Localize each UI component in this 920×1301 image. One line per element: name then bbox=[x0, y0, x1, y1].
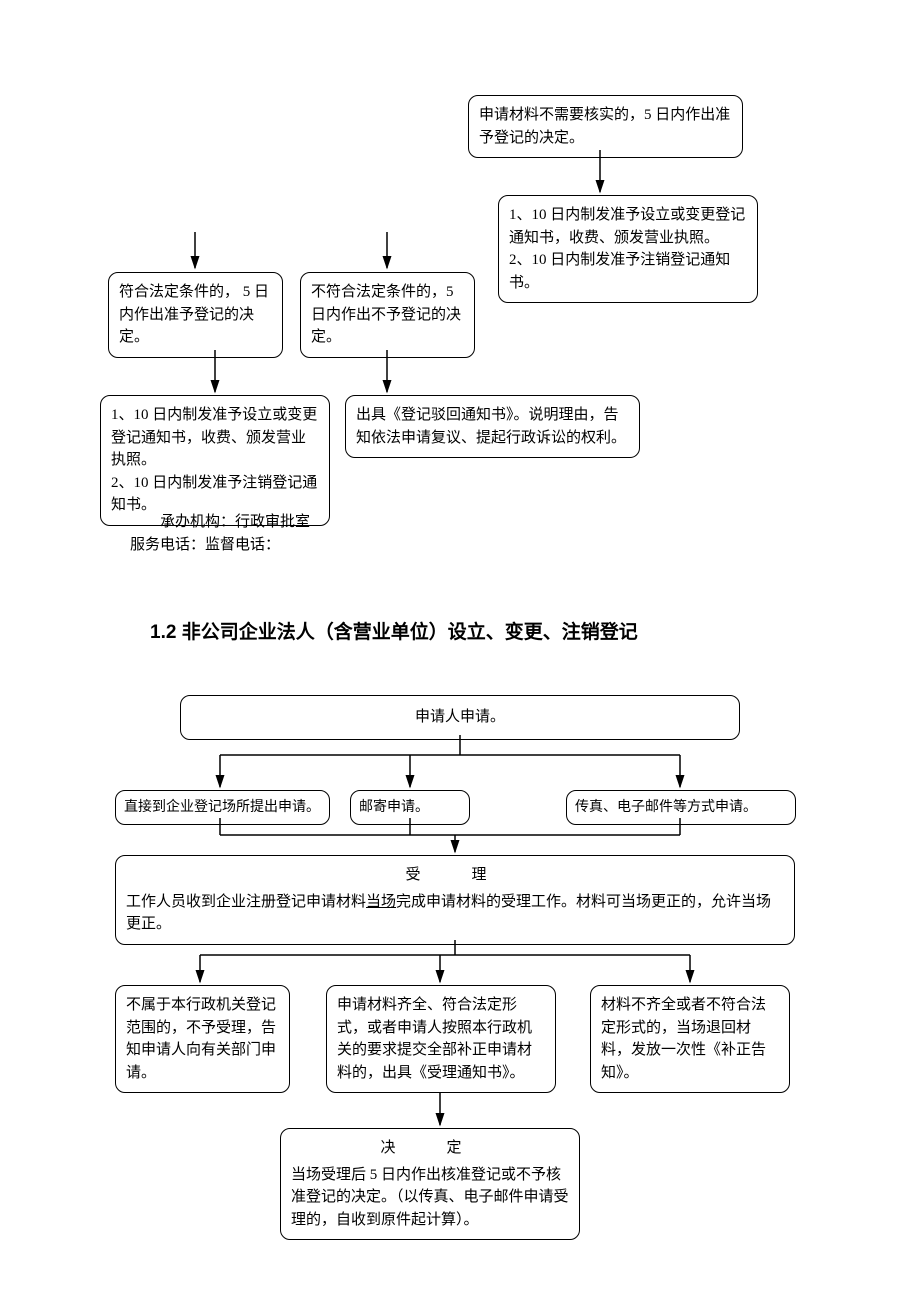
node-issue-notice-left-text: 1、10 日内制发准予设立或变更登记通知书，收费、颁发营业执照。 2、10 日内… bbox=[111, 407, 317, 513]
node-no-verify-text: 申请材料不需要核实的，5 日内作出准予登记的决定。 bbox=[479, 107, 730, 146]
node-accept: 受 理 工作人员收到企业注册登记申请材料当场完成申请材料的受理工作。材料可当场更… bbox=[115, 855, 795, 945]
node-apply-fax-text: 传真、电子邮件等方式申请。 bbox=[575, 800, 757, 815]
org-info: 承办机构：行政审批室 bbox=[160, 510, 310, 531]
node-result-notrange: 不属于本行政机关登记范围的，不予受理，告知申请人向有关部门申请。 bbox=[115, 985, 290, 1093]
node-meets-conditions: 符合法定条件的， 5 日内作出准予登记的决定。 bbox=[108, 272, 283, 358]
node-apply-fax: 传真、电子邮件等方式申请。 bbox=[566, 790, 796, 825]
node-accept-body: 工作人员收到企业注册登记申请材料当场完成申请材料的受理工作。材料可当场更正的，允… bbox=[126, 894, 771, 933]
node-issue-notice-right: 1、10 日内制发准予设立或变更登记通知书，收费、颁发营业执照。 2、10 日内… bbox=[498, 195, 758, 303]
node-no-verify: 申请材料不需要核实的，5 日内作出准予登记的决定。 bbox=[468, 95, 743, 158]
node-result-complete: 申请材料齐全、符合法定形式，或者申请人按照本行政机关的要求提交全部补正申请材料的… bbox=[326, 985, 556, 1093]
org-info-text: 承办机构：行政审批室 bbox=[160, 514, 310, 530]
node-decide-body: 当场受理后 5 日内作出核准登记或不予核准登记的决定。（以传真、电子邮件申请受理… bbox=[291, 1167, 569, 1228]
node-applicant-text: 申请人申请。 bbox=[415, 709, 505, 725]
node-result-incomplete-text: 材料不齐全或者不符合法定形式的，当场退回材料，发放一次性《补正告知》。 bbox=[601, 997, 766, 1081]
section-title: 1.2 非公司企业法人（含营业单位）设立、变更、注销登记 bbox=[150, 617, 790, 644]
node-result-incomplete: 材料不齐全或者不符合法定形式的，当场退回材料，发放一次性《补正告知》。 bbox=[590, 985, 790, 1093]
node-accept-title: 受 理 bbox=[126, 864, 784, 887]
node-not-meet-conditions-text: 不符合法定条件的，5 日内作出不予登记的决定。 bbox=[311, 284, 461, 345]
accept-pre: 工作人员收到企业注册登记申请材料 bbox=[126, 894, 366, 910]
section-title-text: 1.2 非公司企业法人（含营业单位）设立、变更、注销登记 bbox=[150, 622, 638, 643]
node-issue-notice-left: 1、10 日内制发准予设立或变更登记通知书，收费、颁发营业执照。 2、10 日内… bbox=[100, 395, 330, 526]
node-decide-title: 决 定 bbox=[291, 1137, 569, 1160]
node-reject-notice-text: 出具《登记驳回通知书》。说明理由，告知依法申请复议、提起行政诉讼的权利。 bbox=[356, 407, 626, 446]
phone-info-text: 服务电话：监督电话： bbox=[130, 537, 280, 553]
node-reject-notice: 出具《登记驳回通知书》。说明理由，告知依法申请复议、提起行政诉讼的权利。 bbox=[345, 395, 640, 458]
node-apply-direct-text: 直接到企业登记场所提出申请。 bbox=[124, 800, 320, 815]
node-apply-direct: 直接到企业登记场所提出申请。 bbox=[115, 790, 330, 825]
node-not-meet-conditions: 不符合法定条件的，5 日内作出不予登记的决定。 bbox=[300, 272, 475, 358]
accept-underline: 当场 bbox=[366, 894, 396, 910]
node-meets-conditions-text: 符合法定条件的， 5 日内作出准予登记的决定。 bbox=[119, 284, 269, 345]
arrow-layer bbox=[0, 0, 920, 1301]
phone-info: 服务电话：监督电话： bbox=[130, 533, 280, 554]
node-result-notrange-text: 不属于本行政机关登记范围的，不予受理，告知申请人向有关部门申请。 bbox=[126, 997, 276, 1081]
node-apply-mail-text: 邮寄申请。 bbox=[359, 800, 429, 815]
node-result-complete-text: 申请材料齐全、符合法定形式，或者申请人按照本行政机关的要求提交全部补正申请材料的… bbox=[337, 997, 532, 1081]
node-issue-notice-right-text: 1、10 日内制发准予设立或变更登记通知书，收费、颁发营业执照。 2、10 日内… bbox=[509, 207, 745, 291]
node-apply-mail: 邮寄申请。 bbox=[350, 790, 470, 825]
node-decide: 决 定 当场受理后 5 日内作出核准登记或不予核准登记的决定。（以传真、电子邮件… bbox=[280, 1128, 580, 1240]
node-applicant: 申请人申请。 bbox=[180, 695, 740, 740]
